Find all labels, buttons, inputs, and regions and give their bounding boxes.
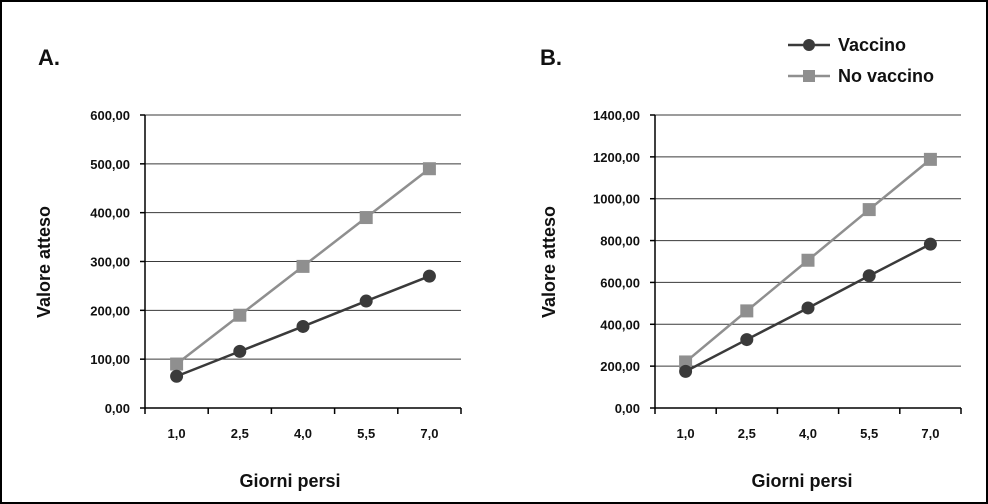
legend-marker-no-vaccino: [803, 70, 815, 82]
x-tick-label-a-0: 1,0: [168, 426, 186, 441]
ticks-b: 0,00 200,00 400,00 600,00 800,00 1000,00 1200,…: [593, 108, 962, 441]
legend-item-no-vaccino: No vaccino: [788, 66, 934, 86]
x-tick-label-b-1: 2,5: [738, 426, 756, 441]
y-tick-label-a-3: 300,00: [90, 255, 130, 270]
data-point-vaccino-a-2: [296, 319, 310, 333]
data-point-vaccino-b-1: [740, 333, 754, 347]
y-tick-label-a-0: 0,00: [105, 401, 130, 416]
ticks-a: 0,00 100,00 200,00 300,00 400,00 500,00 600,00…: [90, 108, 462, 441]
x-axis-title-a: Giorni persi: [239, 471, 340, 491]
legend-label-vaccino: Vaccino: [838, 35, 906, 55]
y-tick-label-b-4: 800,00: [600, 234, 640, 249]
grid-lines-b: [655, 114, 961, 367]
data-point-no-vaccino-b-2: [801, 253, 815, 267]
data-point-no-vaccino-a-3: [359, 211, 373, 225]
data-point-no-vaccino-a-0: [170, 357, 184, 371]
data-point-no-vaccino-b-1: [740, 304, 754, 318]
panel-label-a: A.: [38, 45, 60, 70]
x-tick-label-a-2: 4,0: [294, 426, 312, 441]
y-tick-label-b-1: 200,00: [600, 359, 640, 374]
data-point-vaccino-a-3: [359, 294, 373, 308]
data-point-vaccino-a-0: [170, 369, 184, 383]
data-point-no-vaccino-b-4: [923, 152, 937, 166]
legend-marker-vaccino: [803, 39, 815, 51]
y-tick-label-b-5: 1000,00: [593, 192, 640, 207]
data-point-no-vaccino-a-1: [233, 308, 247, 322]
data-point-vaccino-a-1: [233, 344, 247, 358]
data-point-vaccino-b-2: [801, 301, 815, 315]
legend: Vaccino No vaccino: [788, 35, 934, 86]
data-point-no-vaccino-a-4: [422, 162, 436, 176]
data-point-no-vaccino-b-0: [679, 355, 693, 369]
series-layer-a: [170, 162, 436, 383]
legend-label-no-vaccino: No vaccino: [838, 66, 934, 86]
panel-label-b: B.: [540, 45, 562, 70]
data-point-vaccino-a-4: [422, 269, 436, 283]
chart-panel-b: B. Valore atteso Giorni persi 0,00 200,00…: [539, 45, 962, 491]
x-tick-label-a-4: 7,0: [420, 426, 438, 441]
y-tick-label-a-1: 100,00: [90, 352, 130, 367]
y-tick-label-b-2: 400,00: [600, 317, 640, 332]
series-layer-b: [679, 152, 937, 378]
y-tick-label-a-2: 200,00: [90, 303, 130, 318]
data-point-no-vaccino-b-3: [862, 203, 876, 217]
data-point-no-vaccino-a-2: [296, 259, 310, 273]
y-tick-label-b-0: 0,00: [615, 401, 640, 416]
x-tick-label-b-4: 7,0: [921, 426, 939, 441]
y-tick-label-b-6: 1200,00: [593, 150, 640, 165]
chart-panel-a: A. Valore atteso Giorni persi 0,00 100,00…: [34, 45, 462, 491]
x-tick-label-a-3: 5,5: [357, 426, 375, 441]
y-tick-label-a-4: 400,00: [90, 206, 130, 221]
x-tick-label-b-3: 5,5: [860, 426, 878, 441]
x-tick-label-a-1: 2,5: [231, 426, 249, 441]
y-tick-label-a-6: 600,00: [90, 108, 130, 123]
x-axis-title-b: Giorni persi: [751, 471, 852, 491]
y-tick-label-b-3: 600,00: [600, 275, 640, 290]
data-point-vaccino-b-0: [679, 364, 693, 378]
x-tick-label-b-0: 1,0: [677, 426, 695, 441]
y-tick-label-b-7: 1400,00: [593, 108, 640, 123]
x-tick-label-b-2: 4,0: [799, 426, 817, 441]
data-point-vaccino-b-4: [923, 237, 937, 251]
y-tick-label-a-5: 500,00: [90, 157, 130, 172]
data-point-vaccino-b-3: [862, 269, 876, 283]
legend-item-vaccino: Vaccino: [788, 35, 906, 55]
y-axis-title-b: Valore atteso: [539, 206, 559, 318]
y-axis-title-a: Valore atteso: [34, 206, 54, 318]
